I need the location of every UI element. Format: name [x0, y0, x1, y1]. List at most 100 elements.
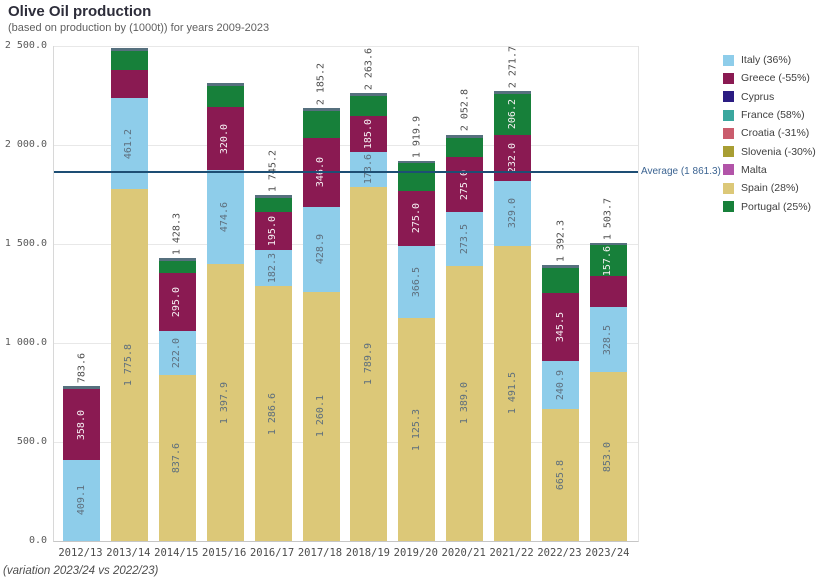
bar-segment-portugal[interactable]: 157.6: [589, 245, 627, 277]
bar-segment-portugal[interactable]: [110, 50, 148, 71]
y-tick-label: 2 500.0: [4, 40, 47, 51]
bar-segment-others[interactable]: [206, 82, 244, 86]
bar-segment-italy[interactable]: 409.1: [63, 460, 100, 541]
legend-swatch-france: [723, 109, 734, 121]
x-axis-label-2018-19: 2018/19: [345, 547, 391, 559]
bar-segment-spain[interactable]: 1 775.8: [110, 189, 148, 541]
bar-2023-24[interactable]: 853.0 328.5 157.6: [589, 243, 627, 541]
bar-segment-italy[interactable]: 328.5: [589, 307, 627, 373]
chart-subtitle: (based on production by (1000t)) for yea…: [8, 22, 270, 34]
legend-item-spain[interactable]: Spain (28%): [723, 179, 816, 197]
bar-segment-others[interactable]: [63, 385, 100, 390]
y-tick-label: 0.0: [28, 535, 47, 546]
bar-segment-others[interactable]: [254, 195, 292, 198]
chart-title: Olive Oil production: [8, 3, 152, 20]
bar-segment-greece[interactable]: 185.0: [350, 115, 388, 153]
bar-segment-greece[interactable]: 275.0: [446, 157, 484, 212]
bar-segment-portugal[interactable]: [542, 268, 579, 294]
segment-value-label: 461.2: [123, 128, 135, 159]
bar-segment-others[interactable]: [542, 265, 579, 269]
bar-segment-spain[interactable]: 1 389.0: [446, 265, 484, 541]
bar-segment-others[interactable]: [302, 108, 340, 112]
bar-segment-greece[interactable]: 295.0: [158, 272, 196, 332]
segment-value-label: 1 389.0: [458, 382, 470, 425]
legend-item-croatia[interactable]: Croatia (-31%): [723, 124, 816, 142]
legend-item-greece[interactable]: Greece (-55%): [723, 69, 816, 87]
bar-segment-italy[interactable]: 173.6: [350, 152, 388, 187]
legend-item-slovenia[interactable]: Slovenia (-30%): [723, 142, 816, 160]
bar-segment-portugal[interactable]: [158, 260, 196, 273]
legend-label-spain: Spain (28%): [741, 182, 799, 195]
bar-segment-spain[interactable]: 1 260.1: [302, 291, 340, 541]
bar-segment-spain[interactable]: 1 789.9: [350, 186, 388, 541]
legend-item-portugal[interactable]: Portugal (25%): [723, 197, 816, 215]
bar-segment-spain[interactable]: 1 491.5: [494, 245, 532, 541]
bar-2012-13[interactable]: 409.1 358.0: [63, 385, 100, 541]
bar-segment-others[interactable]: [350, 92, 388, 96]
bar-segment-spain[interactable]: 837.6: [158, 375, 196, 541]
bar-segment-greece[interactable]: 232.0: [494, 134, 532, 181]
bar-2014-15[interactable]: 837.6 222.0 295.0: [158, 258, 196, 541]
bar-segment-portugal[interactable]: [302, 111, 340, 139]
segment-value-label: 1 491.5: [506, 372, 518, 415]
bar-segment-italy[interactable]: 222.0: [158, 331, 196, 376]
bar-segment-italy[interactable]: 182.3: [254, 250, 292, 287]
bar-segment-greece[interactable]: [110, 70, 148, 99]
segment-value-label: 1 789.9: [362, 342, 374, 385]
segment-value-label: 665.8: [554, 460, 566, 491]
segment-value-label: 853.0: [602, 441, 614, 472]
legend-item-italy[interactable]: Italy (36%): [723, 51, 816, 69]
bar-segment-others[interactable]: [398, 160, 436, 164]
bar-segment-others[interactable]: [589, 243, 627, 246]
bar-2016-17[interactable]: 1 286.6 182.3 195.0: [254, 195, 292, 541]
bar-segment-others[interactable]: [158, 258, 196, 261]
bar-2022-23[interactable]: 665.8 240.9 345.5: [542, 265, 579, 541]
bar-segment-italy[interactable]: 273.5: [446, 211, 484, 266]
bar-segment-portugal[interactable]: [446, 137, 484, 158]
segment-value-label: 358.0: [75, 409, 87, 440]
bar-segment-italy[interactable]: 428.9: [302, 206, 340, 292]
segment-value-label: 1 125.3: [410, 408, 422, 451]
segment-value-label: 1 397.9: [219, 381, 231, 424]
bar-segment-greece[interactable]: 275.0: [398, 191, 436, 246]
bar-segment-italy[interactable]: 366.5: [398, 245, 436, 319]
bar-segment-italy[interactable]: 240.9: [542, 361, 579, 410]
legend-item-france[interactable]: France (58%): [723, 106, 816, 124]
bar-segment-greece[interactable]: 320.0: [206, 106, 244, 171]
bar-2018-19[interactable]: 1 789.9 173.6 185.0: [350, 92, 388, 541]
segment-value-label: 428.9: [315, 234, 326, 265]
bar-segment-spain[interactable]: 665.8: [542, 409, 579, 541]
y-tick-label: 500.0: [16, 436, 47, 447]
legend-item-cyprus[interactable]: Cyprus: [723, 88, 816, 106]
legend-swatch-greece: [723, 72, 734, 84]
bar-segment-portugal[interactable]: [398, 163, 436, 192]
bar-segment-others[interactable]: [494, 91, 532, 94]
bar-2021-22[interactable]: 1 491.5 329.0 232.0 206.2: [494, 91, 532, 541]
bar-2019-20[interactable]: 1 125.3 366.5 275.0: [398, 160, 436, 541]
bar-segment-greece[interactable]: 195.0: [254, 211, 292, 251]
bar-segment-portugal[interactable]: 206.2: [494, 93, 532, 135]
bar-segment-spain[interactable]: 1 125.3: [398, 318, 436, 541]
bar-segment-others[interactable]: [446, 134, 484, 138]
bar-2015-16[interactable]: 1 397.9 474.6 320.0: [206, 82, 244, 541]
bar-segment-greece[interactable]: 345.5: [542, 293, 579, 362]
segment-value-label: 328.5: [602, 324, 614, 355]
bar-segment-spain[interactable]: 1 397.9: [206, 264, 244, 541]
bar-segment-portugal[interactable]: [206, 85, 244, 107]
bar-segment-italy[interactable]: 461.2: [110, 98, 148, 190]
x-axis-label-2017-18: 2017/18: [297, 547, 343, 559]
bar-segment-others[interactable]: [110, 48, 148, 51]
bar-segment-italy[interactable]: 329.0: [494, 180, 532, 246]
bar-segment-italy[interactable]: 474.6: [206, 170, 244, 265]
gridline-500: [54, 442, 638, 443]
bar-segment-portugal[interactable]: [254, 197, 292, 212]
bar-segment-portugal[interactable]: [350, 95, 388, 116]
bar-2020-21[interactable]: 1 389.0 273.5 275.0: [446, 134, 484, 541]
bar-segment-spain[interactable]: 1 286.6: [254, 286, 292, 541]
bar-2013-14[interactable]: 1 775.8 461.2: [110, 48, 148, 541]
legend-item-malta[interactable]: Malta: [723, 161, 816, 179]
bar-segment-greece[interactable]: 358.0: [63, 389, 100, 460]
bar-segment-spain[interactable]: 853.0: [589, 372, 627, 541]
bar-segment-greece[interactable]: [589, 276, 627, 308]
